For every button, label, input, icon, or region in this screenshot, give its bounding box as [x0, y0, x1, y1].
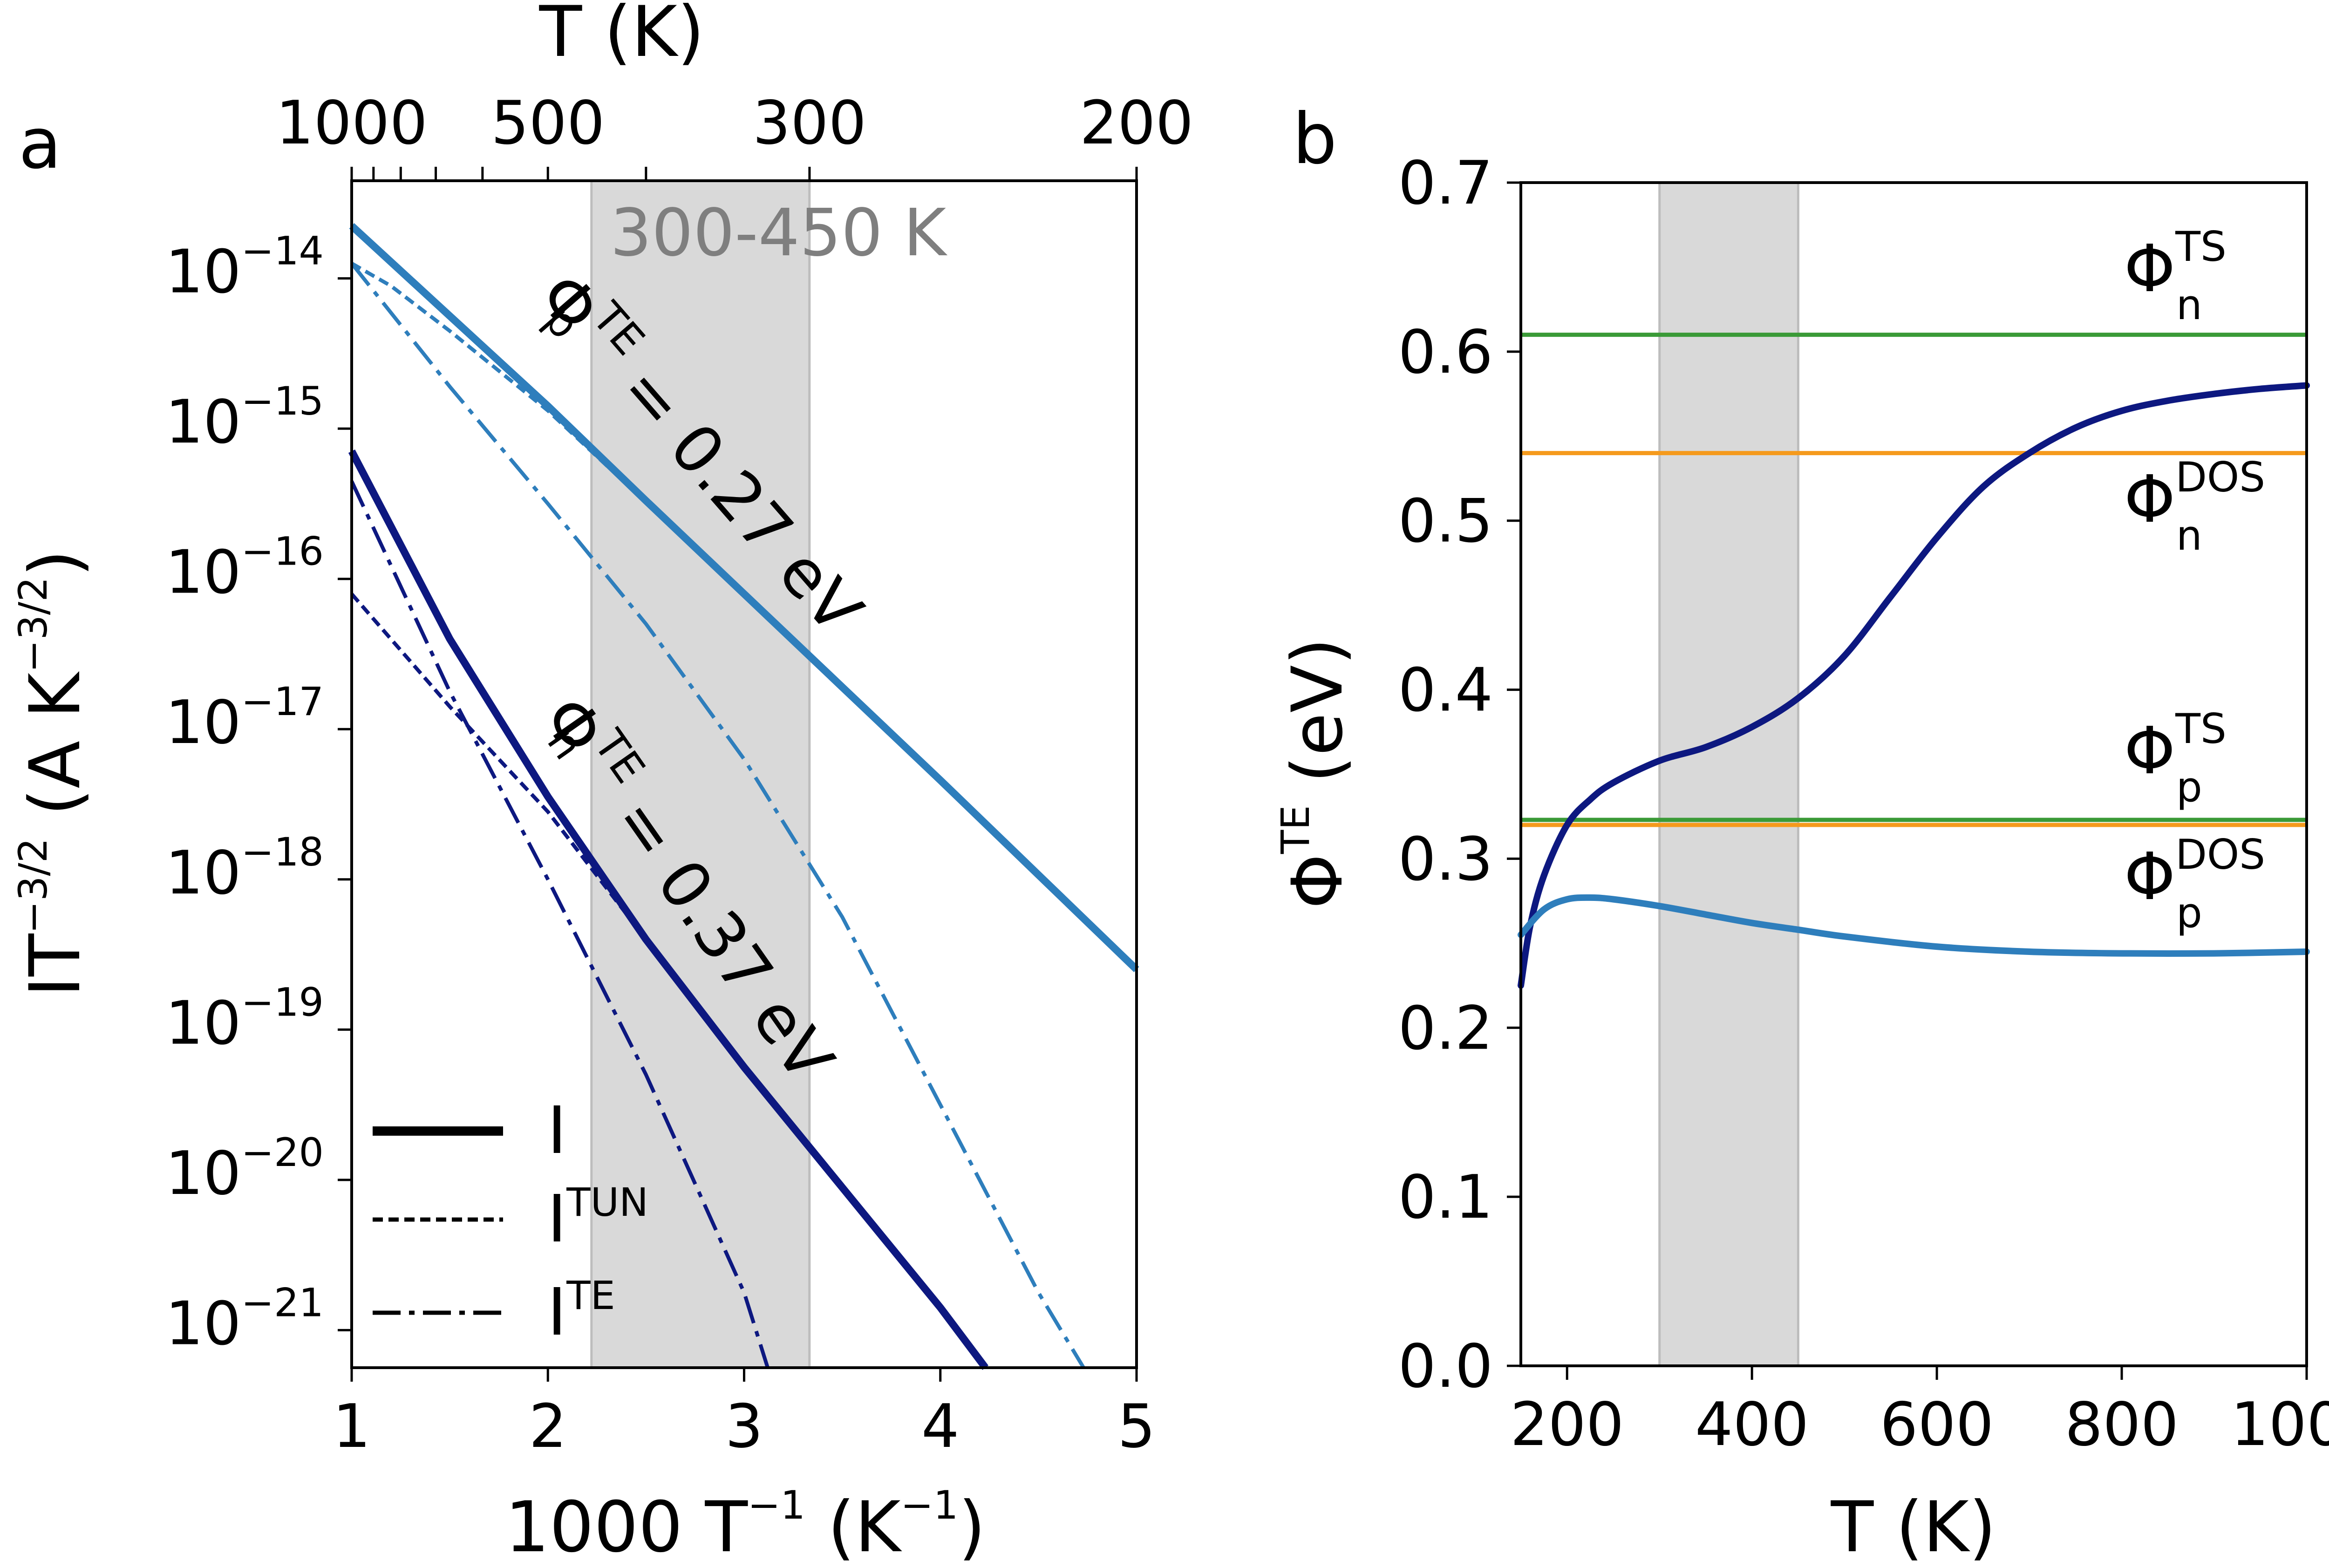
b-ylabel: ΦTE (eV)	[1273, 638, 1358, 909]
a-ytick-label: 10−14	[165, 228, 324, 307]
a-ytick-label: 10−16	[165, 529, 324, 607]
b-ytick-label: 0.5	[1398, 487, 1493, 556]
a-series-group	[348, 223, 1139, 1370]
b-hline-label: ΦTS	[2124, 223, 2227, 307]
b-ytick-label: 0.1	[1398, 1163, 1493, 1232]
a-top-axis-label: T (K)	[539, 0, 705, 73]
a-ticks: 1 2 3 4 5 10−14 10−15 10−16 10−17 10−18 10−19 10−20…	[165, 89, 1193, 1461]
b-hline-label: ΦDOS	[2124, 831, 2265, 915]
a-ytick-label: 10−15	[165, 378, 324, 457]
a-xtick-label: 4	[921, 1392, 959, 1461]
b-xtick-label: 200	[1510, 1390, 1624, 1459]
a-ytick-label: 10−21	[165, 1280, 324, 1358]
a-series-line	[351, 261, 1138, 971]
b-plot-frame	[1519, 181, 2308, 1367]
a-top-tick-label: 1000	[276, 89, 428, 158]
a-shaded-region-label: 300-450 K	[610, 195, 947, 271]
panel-a: 1 2 3 4 5 10−14 10−15 10−16 10−17 10−18 10−19 10−20…	[10, 0, 1193, 1568]
a-panel-label: a	[19, 103, 61, 184]
b-xtick-label: 600	[1880, 1390, 1994, 1459]
b-shade-rect	[1658, 181, 1799, 1367]
b-xlabel: T (K)	[1831, 1487, 1996, 1568]
a-xlabel: 1000 T−1 (K−1)	[505, 1482, 986, 1568]
a-xtick-label: 3	[725, 1392, 763, 1461]
b-hline-label-sub: n	[2176, 511, 2202, 559]
a-shade-rect	[590, 179, 811, 1369]
a-top-tick-label: 300	[753, 89, 866, 158]
a-ytick-label: 10−17	[165, 679, 324, 757]
legend-label-ite: ITE	[547, 1273, 615, 1350]
a-series-line	[350, 480, 770, 1369]
b-series-group	[1518, 333, 2310, 989]
a-series-line	[350, 262, 1085, 1369]
a-plot-frame	[350, 179, 1138, 1369]
a-xtick-label: 5	[1117, 1392, 1155, 1461]
legend-label-i: I	[547, 1093, 566, 1169]
b-ticks: 200 400 600 800 1000 0.0 0.1 0.2 0.3 0.4 0.5 0.6 0.7	[1398, 149, 2329, 1459]
b-xtick-label: 800	[2065, 1390, 2179, 1459]
b-panel-label: b	[1293, 99, 1337, 180]
b-series-line	[1518, 894, 2310, 957]
b-hline-label: ΦTS	[2124, 705, 2227, 789]
a-ylabel: IT−3/2 (A K−3/2)	[10, 550, 96, 997]
a-xtick-label: 1	[333, 1392, 370, 1461]
a-xtick-label: 2	[529, 1392, 567, 1461]
b-xtick-label: 1000	[2231, 1390, 2329, 1459]
b-ytick-label: 0.3	[1398, 825, 1493, 894]
a-ytick-label: 10−19	[165, 979, 324, 1058]
b-ytick-label: 0.7	[1398, 149, 1493, 218]
b-ytick-label: 0.0	[1398, 1332, 1493, 1401]
a-shaded-region	[590, 179, 811, 1369]
b-series-line	[1518, 382, 2310, 989]
b-hline-label-sub: n	[2176, 281, 2202, 329]
b-xtick-label: 400	[1695, 1390, 1809, 1459]
b-shaded-region	[1658, 181, 1799, 1367]
b-hline-label-sub: p	[2176, 889, 2202, 937]
a-top-tick-label: 500	[491, 89, 605, 158]
b-ytick-label: 0.6	[1398, 318, 1493, 387]
b-hline-label-sub: p	[2176, 763, 2202, 811]
a-top-tick-label: 200	[1080, 89, 1193, 158]
a-ytick-label: 10−20	[165, 1130, 324, 1208]
legend-label-itun: ITUN	[547, 1179, 648, 1257]
b-ytick-label: 0.2	[1398, 994, 1493, 1063]
b-hline-label: ΦDOS	[2124, 453, 2265, 538]
b-ytick-label: 0.4	[1398, 656, 1493, 725]
panel-b: 200 400 600 800 1000 0.0 0.1 0.2 0.3 0.4 0.5 0.6 0.7…	[1273, 99, 2329, 1568]
a-series-line	[348, 449, 988, 1370]
a-legend: I ITUN ITE	[373, 1093, 648, 1350]
a-ytick-label: 10−18	[165, 829, 324, 908]
